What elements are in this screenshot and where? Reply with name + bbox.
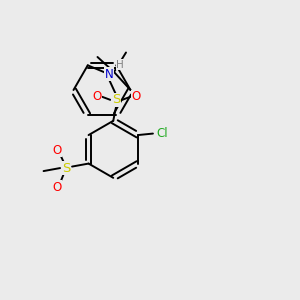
Text: O: O <box>131 90 140 103</box>
Text: S: S <box>112 93 120 106</box>
Text: N: N <box>104 68 113 81</box>
Text: H: H <box>116 60 124 70</box>
Text: O: O <box>52 144 62 157</box>
Text: S: S <box>62 162 70 175</box>
Text: Cl: Cl <box>156 127 168 140</box>
Text: O: O <box>52 181 62 194</box>
Text: O: O <box>92 90 101 103</box>
